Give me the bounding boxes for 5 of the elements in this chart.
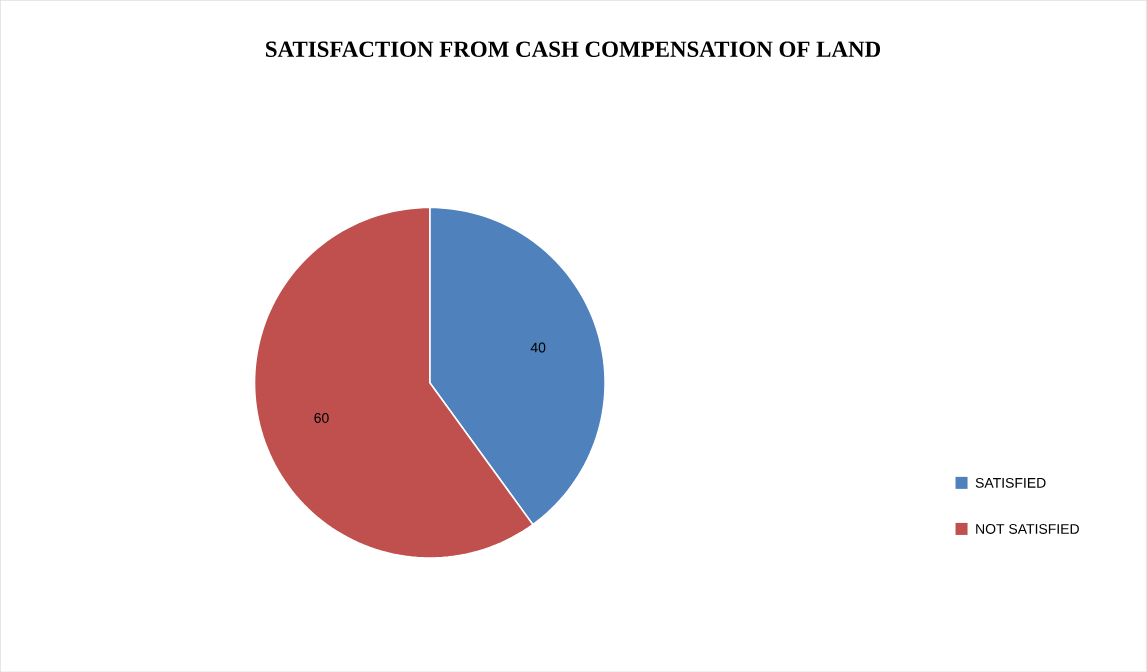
data-label: 60 <box>314 412 329 423</box>
chart-title: SATISFACTION FROM CASH COMPENSATION OF LAND <box>266 41 881 57</box>
legend-label: NOT SATISFIED <box>976 523 1079 534</box>
legend-label: SATISFIED <box>975 477 1046 488</box>
data-label: 40 <box>530 342 546 353</box>
